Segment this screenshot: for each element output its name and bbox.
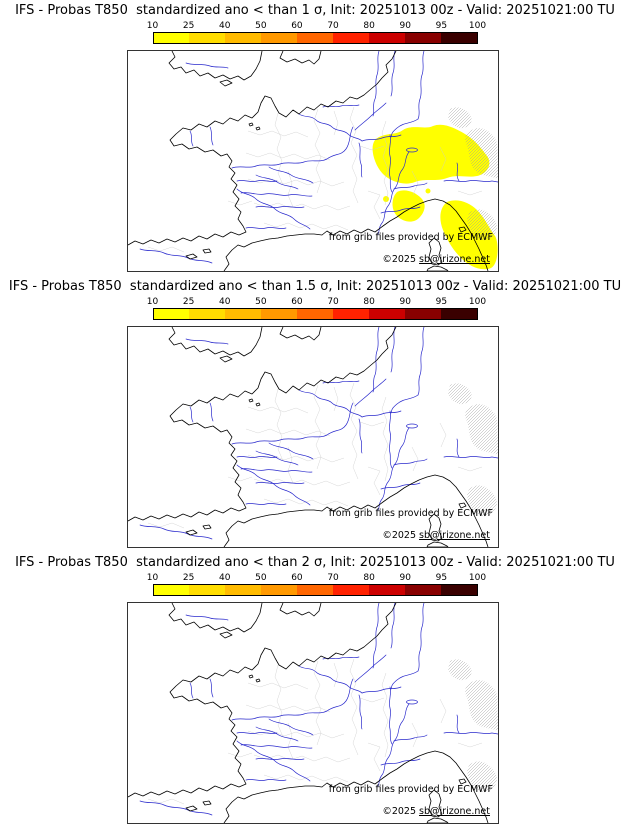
panel-title: IFS - Probas T850 standardized ano < tha… [15, 555, 615, 570]
colorbar-tick-label: 50 [255, 21, 267, 31]
colorbar-segment [332, 585, 369, 595]
copyright-text: ©2025 sb@irizone.net [382, 530, 490, 541]
colorbar-tick-label: 60 [291, 297, 303, 307]
colorbar-tick-label: 25 [182, 573, 195, 583]
copyright-link[interactable]: sb@irizone.net [419, 806, 490, 817]
colorbar-tick-label: 40 [218, 297, 231, 307]
colorbar: 10 25 40 50 60 70 80 90 95 100 [147, 573, 486, 596]
colorbar-segment [368, 309, 405, 319]
colorbar-tick-label: 80 [363, 297, 375, 307]
colorbar-segment [440, 585, 477, 595]
credit-text: from grib files provided by ECMWF [328, 232, 493, 243]
colorbar-tick-labels: 10 25 40 50 60 70 80 90 95 100 [147, 573, 486, 584]
copyright-link[interactable]: sb@irizone.net [419, 530, 490, 541]
panel-prob-lt-2sigma: IFS - Probas T850 standardized ano < tha… [0, 552, 630, 828]
colorbar-tick-label: 50 [255, 573, 267, 583]
colorbar-tick-label: 60 [291, 573, 303, 583]
copyright-prefix: ©2025 [382, 254, 420, 265]
colorbar-tick-labels: 10 25 40 50 60 70 80 90 95 100 [147, 297, 486, 308]
colorbar-tick-label: 80 [363, 21, 375, 31]
panel-prob-lt-1p5sigma: IFS - Probas T850 standardized ano < tha… [0, 276, 630, 552]
map-frame: from grib files provided by ECMWF ©2025 … [127, 326, 499, 548]
copyright-link[interactable]: sb@irizone.net [419, 254, 490, 265]
credit-text: from grib files provided by ECMWF [328, 784, 493, 795]
map-frame: from grib files provided by ECMWF ©2025 … [127, 50, 499, 272]
panel-title: IFS - Probas T850 standardized ano < tha… [8, 279, 622, 294]
colorbar-segment [153, 309, 190, 319]
colorbar-tick-label: 50 [255, 297, 267, 307]
colorbar-segment [368, 585, 405, 595]
panel-prob-lt-1sigma: IFS - Probas T850 standardized ano < tha… [0, 0, 630, 276]
colorbar-tick-label: 90 [399, 573, 411, 583]
colorbar-tick-label: 70 [327, 21, 339, 31]
colorbar-tick-label: 40 [218, 573, 231, 583]
colorbar-tick-label: 70 [327, 573, 339, 583]
colorbar-tick-label: 60 [291, 21, 303, 31]
credit-text: from grib files provided by ECMWF [328, 508, 493, 519]
colorbar-segment [189, 309, 226, 319]
colorbar-tick-label: 25 [182, 21, 195, 31]
colorbar-segment [261, 585, 298, 595]
colorbar-tick-label: 95 [435, 21, 448, 31]
panel-title: IFS - Probas T850 standardized ano < tha… [15, 3, 615, 18]
colorbar-tick-label: 70 [327, 297, 339, 307]
colorbar-tick-label: 95 [435, 297, 448, 307]
colorbar-segment [261, 33, 298, 43]
colorbar-tick-label: 10 [146, 573, 159, 583]
colorbar-segment [404, 309, 441, 319]
copyright-prefix: ©2025 [382, 530, 420, 541]
colorbar-segment [153, 585, 190, 595]
colorbar-segment [332, 309, 369, 319]
colorbar-segment [153, 33, 190, 43]
copyright-prefix: ©2025 [382, 806, 420, 817]
colorbar-segment [440, 33, 477, 43]
colorbar-bar [152, 584, 478, 596]
map-frame: from grib files provided by ECMWF ©2025 … [127, 602, 499, 824]
colorbar-tick-label: 100 [468, 573, 487, 583]
colorbar-tick-label: 100 [468, 297, 487, 307]
colorbar-segment [332, 33, 369, 43]
colorbar-tick-label: 80 [363, 573, 375, 583]
colorbar-segment [225, 585, 262, 595]
colorbar-tick-label: 10 [146, 297, 159, 307]
colorbar-segment [297, 309, 333, 319]
colorbar-tick-label: 95 [435, 573, 448, 583]
colorbar-tick-label: 90 [399, 21, 411, 31]
map-svg [128, 51, 498, 271]
colorbar-segment [404, 585, 441, 595]
colorbar-tick-label: 100 [468, 21, 487, 31]
colorbar-segment [297, 585, 333, 595]
colorbar-tick-label: 90 [399, 297, 411, 307]
copyright-text: ©2025 sb@irizone.net [382, 254, 490, 265]
colorbar-segment [261, 309, 298, 319]
colorbar-tick-label: 10 [146, 21, 159, 31]
colorbar-segment [225, 33, 262, 43]
colorbar-segment [189, 585, 226, 595]
colorbar-tick-label: 40 [218, 21, 231, 31]
colorbar-segment [440, 309, 477, 319]
colorbar-segment [297, 33, 333, 43]
copyright-text: ©2025 sb@irizone.net [382, 806, 490, 817]
colorbar: 10 25 40 50 60 70 80 90 95 100 [147, 21, 486, 44]
colorbar-bar [152, 32, 478, 44]
colorbar-tick-label: 25 [182, 297, 195, 307]
colorbar-segment [189, 33, 226, 43]
colorbar-segment [225, 309, 262, 319]
anomaly-overlay-group [372, 124, 498, 270]
colorbar-tick-labels: 10 25 40 50 60 70 80 90 95 100 [147, 21, 486, 32]
colorbar: 10 25 40 50 60 70 80 90 95 100 [147, 297, 486, 320]
colorbar-segment [404, 33, 441, 43]
colorbar-segment [368, 33, 405, 43]
colorbar-bar [152, 308, 478, 320]
